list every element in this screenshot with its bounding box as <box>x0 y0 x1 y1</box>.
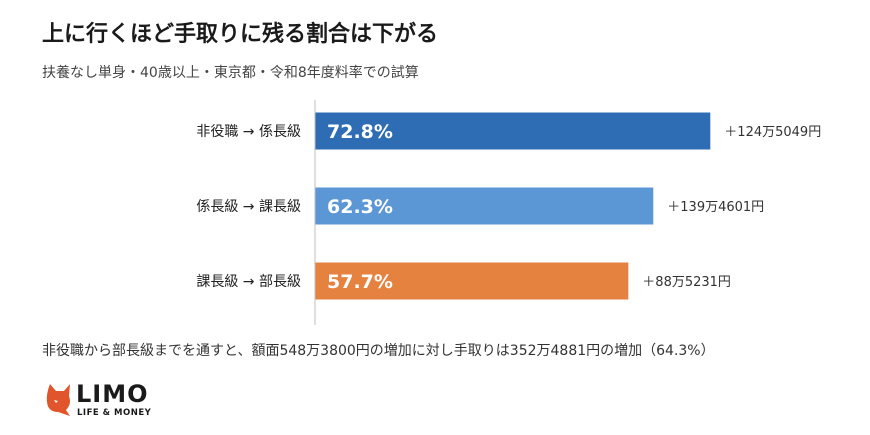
footnote: 非役職から部長級までを通すと、額面548万3800円の増加に対し手取りは352万… <box>42 343 715 359</box>
increase-annotation-3: ＋88万5231円 <box>642 275 731 290</box>
category-label-2: 係長級 → 課長級 <box>196 199 301 215</box>
chart-title: 上に行くほど手取りに残る割合は下がる <box>42 22 439 47</box>
bar-1 <box>315 112 711 150</box>
increase-annotation-2: ＋139万4601円 <box>667 200 764 215</box>
logo-wordmark: LIMO <box>76 380 149 408</box>
bar-3 <box>315 262 629 300</box>
category-label-1: 非役職 → 係長級 <box>196 124 301 140</box>
limo-logo: LIMO LIFE & MONEY <box>44 380 184 420</box>
increase-annotation-1: ＋124万5049円 <box>724 125 821 140</box>
chart-subtitle: 扶養なし単身・40歳以上・東京都・令和8年度料率での試算 <box>42 65 419 81</box>
value-label-2: 62.3% <box>327 196 393 218</box>
fox-logo-icon <box>46 384 70 416</box>
category-label-3: 課長級 → 部長級 <box>196 274 301 290</box>
value-label-1: 72.8% <box>327 121 393 143</box>
value-label-3: 57.7% <box>327 271 393 293</box>
logo-tagline: LIFE & MONEY <box>77 408 152 418</box>
bar-2 <box>315 187 654 225</box>
